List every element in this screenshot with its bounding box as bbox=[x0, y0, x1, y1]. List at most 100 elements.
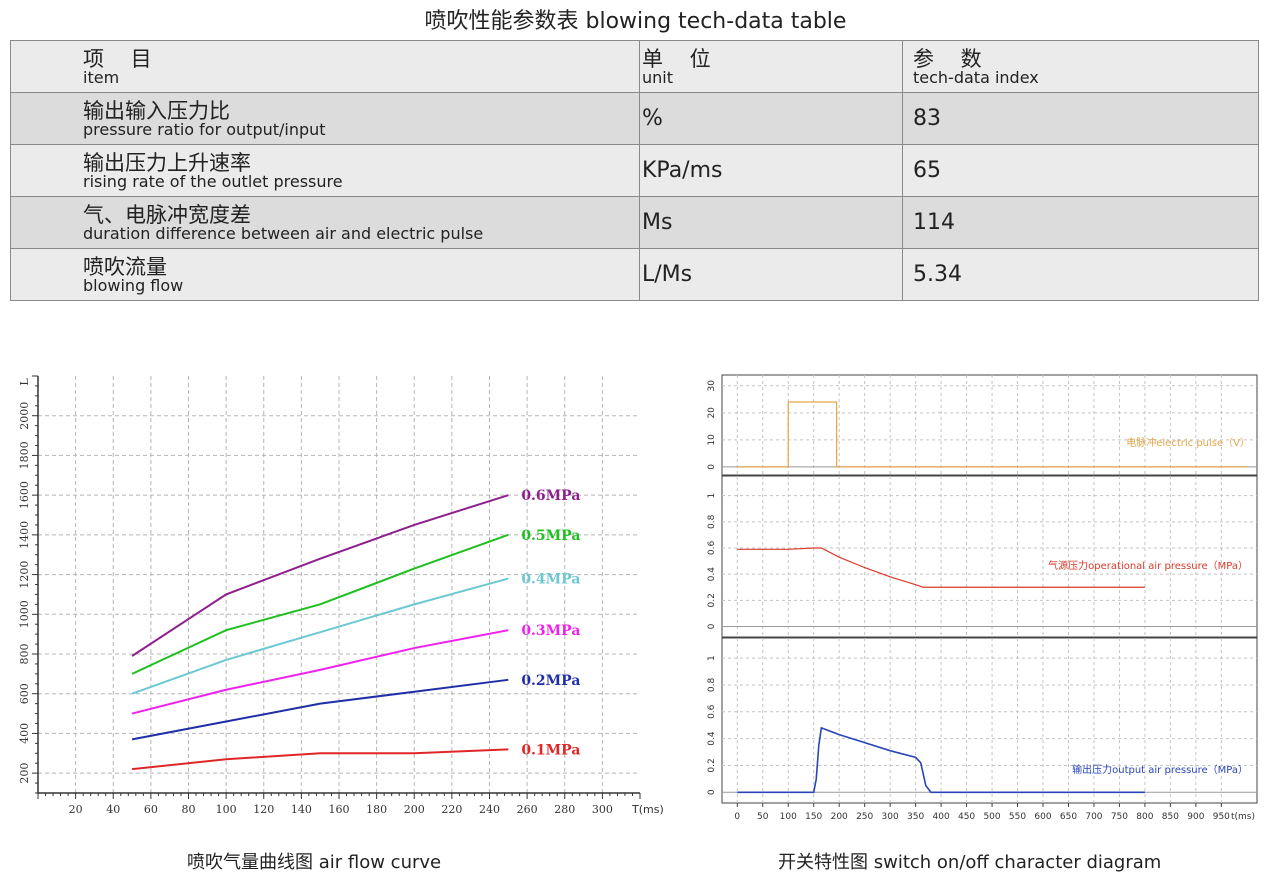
table-row: 喷吹流量 blowing flow L/Ms 5.34 bbox=[10, 248, 1259, 301]
header-item-cn: 项 目 bbox=[83, 46, 162, 71]
x-tick-label: 200 bbox=[831, 812, 848, 822]
table-header-row: 项 目 item 单 位 unit 参 数 tech-data index bbox=[10, 40, 1259, 93]
y-tick-label: 1000 bbox=[18, 600, 31, 628]
x-tick-label: 220 bbox=[441, 803, 462, 816]
signal-line bbox=[737, 401, 1247, 468]
panel-label: 电脉冲electric pulse（V） bbox=[1126, 436, 1250, 449]
row-value-text: 65 bbox=[913, 158, 941, 183]
x-tick-label: 700 bbox=[1085, 812, 1102, 822]
x-tick-label: 850 bbox=[1162, 812, 1179, 822]
signal-line bbox=[737, 726, 1145, 794]
y-tick-label: 1200 bbox=[18, 561, 31, 589]
header-unit: 单 位 unit bbox=[639, 40, 903, 93]
row-unit: % bbox=[639, 92, 903, 145]
row-item-en: duration difference between air and elec… bbox=[83, 223, 484, 243]
row-unit: KPa/ms bbox=[639, 144, 903, 197]
x-tick-label: 200 bbox=[404, 803, 425, 816]
x-tick-label: 80 bbox=[182, 803, 196, 816]
x-tick-label: 950 bbox=[1213, 812, 1230, 822]
y-tick-label: 10 bbox=[707, 434, 717, 446]
x-tick-label: 280 bbox=[554, 803, 575, 816]
panel-frame bbox=[721, 637, 1258, 804]
series-label: 0.1MPa bbox=[521, 742, 580, 758]
row-value: 65 bbox=[902, 144, 1259, 197]
x-tick-label: 100 bbox=[216, 803, 237, 816]
x-tick-label: 400 bbox=[933, 812, 950, 822]
x-tick-label: 450 bbox=[958, 812, 975, 822]
row-item-en: pressure ratio for output/input bbox=[83, 119, 326, 139]
x-tick-label: 0 bbox=[734, 812, 740, 822]
row-item-cn: 气、电脉冲宽度差 bbox=[83, 202, 251, 227]
row-value-text: 83 bbox=[913, 106, 941, 131]
series-label: 0.2MPa bbox=[521, 673, 580, 689]
row-item: 输出输入压力比 pressure ratio for output/input bbox=[10, 92, 640, 145]
signal-line bbox=[737, 547, 1145, 588]
y-tick-label: 1 bbox=[707, 655, 717, 661]
y-tick-label: 0.4 bbox=[707, 731, 717, 746]
y-tick-label: 400 bbox=[18, 723, 31, 744]
x-tick-label: 350 bbox=[907, 812, 924, 822]
row-item-en: rising rate of the outlet pressure bbox=[83, 171, 343, 191]
row-unit-text: Ms bbox=[642, 210, 673, 235]
y-axis-label: L bbox=[18, 378, 31, 386]
x-tick-label: 240 bbox=[479, 803, 500, 816]
y-tick-label: 1600 bbox=[18, 481, 31, 509]
row-value: 5.34 bbox=[902, 248, 1259, 301]
x-tick-label: 40 bbox=[106, 803, 120, 816]
x-tick-label: 750 bbox=[1111, 812, 1128, 822]
row-value: 114 bbox=[902, 196, 1259, 249]
air-flow-caption: 喷吹气量曲线图 air flow curve bbox=[187, 852, 442, 873]
x-tick-label: 550 bbox=[1009, 812, 1026, 822]
table-row: 输出输入压力比 pressure ratio for output/input %… bbox=[10, 92, 1259, 145]
y-tick-label: 600 bbox=[18, 683, 31, 704]
x-tick-label: 800 bbox=[1136, 812, 1153, 822]
y-tick-label: 0.2 bbox=[707, 758, 717, 772]
series-line bbox=[131, 494, 509, 657]
header-value: 参 数 tech-data index bbox=[902, 40, 1259, 93]
x-tick-label: 120 bbox=[253, 803, 274, 816]
x-tick-label: 50 bbox=[757, 812, 769, 822]
row-item-en: blowing flow bbox=[83, 275, 184, 295]
y-tick-label: 0.6 bbox=[707, 541, 717, 556]
series-label: 0.5MPa bbox=[521, 528, 580, 544]
x-tick-label: 180 bbox=[366, 803, 387, 816]
row-value: 83 bbox=[902, 92, 1259, 145]
x-tick-label: 160 bbox=[329, 803, 350, 816]
y-tick-label: 0 bbox=[707, 789, 717, 795]
x-axis-label: T(ms) bbox=[631, 803, 664, 816]
header-value-en: tech-data index bbox=[913, 67, 1039, 87]
y-tick-label: 2000 bbox=[18, 402, 31, 430]
series-line bbox=[131, 629, 509, 715]
row-unit: Ms bbox=[639, 196, 903, 249]
x-tick-label: 500 bbox=[983, 812, 1000, 822]
series-line bbox=[131, 577, 509, 695]
series-label: 0.3MPa bbox=[521, 623, 580, 639]
x-tick-label: 650 bbox=[1060, 812, 1077, 822]
row-item: 喷吹流量 blowing flow bbox=[10, 248, 640, 301]
panel-frame bbox=[721, 475, 1258, 638]
x-tick-label: 300 bbox=[882, 812, 899, 822]
x-tick-label: 300 bbox=[592, 803, 613, 816]
y-tick-label: 0.8 bbox=[707, 514, 717, 529]
y-tick-label: 20 bbox=[707, 407, 717, 419]
y-tick-label: 0 bbox=[707, 464, 717, 470]
x-tick-label: 600 bbox=[1034, 812, 1051, 822]
row-value-text: 114 bbox=[913, 210, 955, 235]
x-tick-label: 20 bbox=[69, 803, 83, 816]
y-tick-label: 30 bbox=[707, 380, 717, 392]
series-line bbox=[131, 533, 509, 675]
x-tick-label: 140 bbox=[291, 803, 312, 816]
panel-label: 输出压力output air pressure（MPa） bbox=[1072, 763, 1248, 776]
y-tick-label: 0.8 bbox=[707, 678, 717, 693]
header-item: 项 目 item bbox=[10, 40, 640, 93]
x-tick-label: 60 bbox=[144, 803, 158, 816]
row-item-cn: 输出输入压力比 bbox=[83, 98, 230, 123]
table-row: 输出压力上升速率 rising rate of the outlet pressu… bbox=[10, 144, 1259, 197]
y-tick-label: 0 bbox=[707, 623, 717, 629]
x-axis-label: t(ms) bbox=[1231, 812, 1255, 822]
row-unit: L/Ms bbox=[639, 248, 903, 301]
x-tick-label: 150 bbox=[805, 812, 822, 822]
x-tick-label: 260 bbox=[517, 803, 538, 816]
series-label: 0.6MPa bbox=[521, 488, 580, 504]
panel-label: 气源压力operational air pressure（MPa） bbox=[1048, 559, 1248, 572]
